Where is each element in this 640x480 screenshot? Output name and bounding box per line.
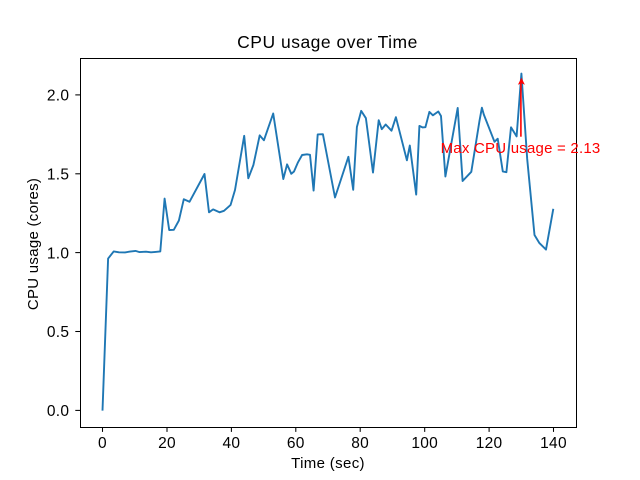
- svg-text:80: 80: [351, 435, 369, 452]
- svg-text:60: 60: [287, 435, 305, 452]
- svg-text:2.0: 2.0: [47, 88, 69, 105]
- svg-text:120: 120: [476, 435, 503, 452]
- svg-text:100: 100: [411, 435, 438, 452]
- svg-text:140: 140: [540, 435, 567, 452]
- svg-text:Max CPU usage = 2.13: Max CPU usage = 2.13: [441, 140, 601, 157]
- svg-text:0: 0: [98, 435, 107, 452]
- svg-text:1.0: 1.0: [47, 245, 69, 262]
- svg-text:CPU usage (cores): CPU usage (cores): [25, 178, 42, 310]
- svg-text:0.5: 0.5: [47, 324, 69, 341]
- svg-text:0.0: 0.0: [47, 403, 69, 420]
- svg-text:40: 40: [222, 435, 240, 452]
- svg-text:20: 20: [158, 435, 176, 452]
- svg-text:Time (sec): Time (sec): [291, 455, 365, 472]
- svg-text:CPU usage over Time: CPU usage over Time: [237, 32, 418, 52]
- svg-text:1.5: 1.5: [47, 167, 69, 184]
